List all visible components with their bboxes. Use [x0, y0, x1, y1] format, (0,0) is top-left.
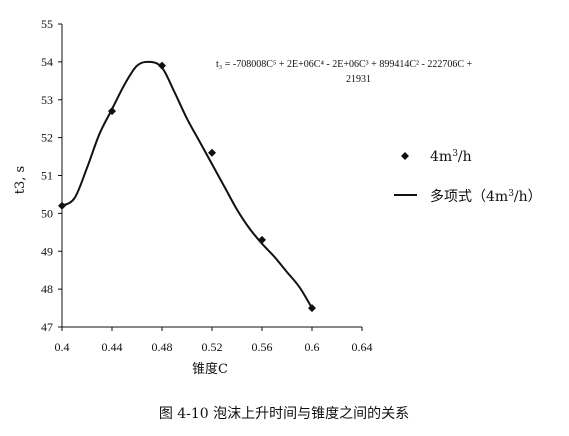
x-axis-title: 锥度C	[192, 361, 228, 377]
series-line-polynomial-4m3h	[61, 60, 313, 309]
y-tick-label: 54	[41, 55, 53, 69]
y-tick-label: 51	[41, 169, 53, 183]
x-tick-label: 0.6	[305, 340, 320, 354]
legend-marker-diamond	[401, 152, 409, 160]
y-axis-title: t3, s	[13, 166, 28, 194]
x-tick-label: 0.64	[352, 340, 373, 354]
y-tick-label: 48	[41, 282, 53, 296]
y-tick-label: 50	[41, 206, 53, 220]
x-tick-label: 0.48	[152, 340, 173, 354]
trendline-equation-line-2: 21931	[346, 74, 371, 85]
x-tick-label: 0.44	[102, 340, 123, 354]
y-tick-label: 53	[41, 93, 53, 107]
legend-label-marker: 4m3/h	[430, 149, 472, 165]
y-tick-label: 47	[41, 320, 53, 334]
data-point-4m3h	[208, 148, 216, 157]
data-point-4m3h	[108, 107, 116, 116]
data-point-4m3h	[258, 235, 266, 244]
x-tick-label: 0.56	[252, 340, 273, 354]
data-point-4m3h	[58, 201, 66, 210]
x-tick-label: 0.4	[55, 340, 70, 354]
data-point-4m3h	[308, 304, 316, 313]
figure-caption: 图 4-10 泡沫上升时间与锥度之间的关系	[159, 406, 409, 422]
y-tick-label: 49	[41, 244, 53, 258]
y-tick-label: 52	[41, 131, 53, 145]
legend-label-line: 多项式（4m3/h）	[430, 188, 542, 205]
y-tick-label: 55	[41, 17, 53, 31]
x-tick-label: 0.52	[202, 340, 223, 354]
data-point-4m3h	[158, 61, 166, 70]
trendline-equation-line-1: t₃ = -708008C⁵ + 2E+06C⁴ - 2E+06C³ + 899…	[216, 59, 472, 70]
